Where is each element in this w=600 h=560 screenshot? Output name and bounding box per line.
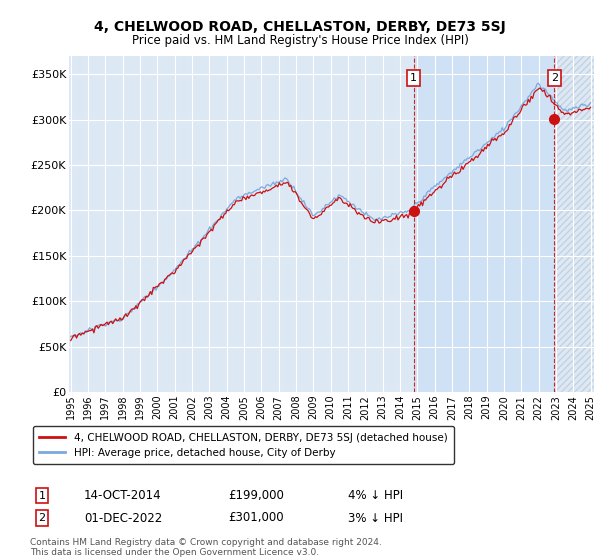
Text: £301,000: £301,000 — [228, 511, 284, 525]
Text: 14-OCT-2014: 14-OCT-2014 — [84, 489, 161, 502]
Text: 3% ↓ HPI: 3% ↓ HPI — [348, 511, 403, 525]
Bar — [554, 56, 599, 392]
Text: Price paid vs. HM Land Registry's House Price Index (HPI): Price paid vs. HM Land Registry's House … — [131, 34, 469, 46]
Text: £199,000: £199,000 — [228, 489, 284, 502]
Text: 2: 2 — [38, 513, 46, 523]
Text: 4% ↓ HPI: 4% ↓ HPI — [348, 489, 403, 502]
Bar — [413, 56, 554, 392]
Bar — [554, 56, 600, 392]
Legend: 4, CHELWOOD ROAD, CHELLASTON, DERBY, DE73 5SJ (detached house), HPI: Average pri: 4, CHELWOOD ROAD, CHELLASTON, DERBY, DE7… — [33, 426, 454, 464]
Text: 01-DEC-2022: 01-DEC-2022 — [84, 511, 162, 525]
Text: 4, CHELWOOD ROAD, CHELLASTON, DERBY, DE73 5SJ: 4, CHELWOOD ROAD, CHELLASTON, DERBY, DE7… — [94, 20, 506, 34]
Text: 2: 2 — [551, 73, 558, 83]
Text: 1: 1 — [38, 491, 46, 501]
Text: 1: 1 — [410, 73, 417, 83]
Text: Contains HM Land Registry data © Crown copyright and database right 2024.
This d: Contains HM Land Registry data © Crown c… — [30, 538, 382, 557]
